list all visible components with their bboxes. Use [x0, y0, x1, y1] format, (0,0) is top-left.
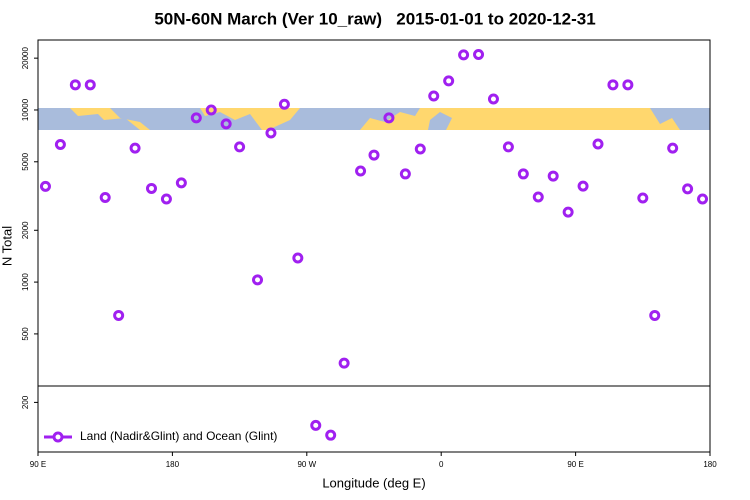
data-point [175, 177, 187, 189]
data-point [383, 112, 395, 124]
data-point [682, 183, 694, 195]
data-point [234, 141, 246, 153]
data-point [310, 419, 322, 431]
x-axis-label: Longitude (deg E) [322, 475, 425, 490]
map-strip [38, 108, 710, 130]
y-tick-label: 10000 [21, 98, 30, 121]
data-point [129, 142, 141, 154]
data-point [368, 149, 380, 161]
y-tick-label: 20000 [21, 46, 30, 69]
data-point [278, 98, 290, 110]
data-point [592, 138, 604, 150]
data-point [502, 141, 514, 153]
data-point [99, 192, 111, 204]
data-point [649, 309, 661, 321]
y-tick-label: 200 [21, 395, 30, 409]
data-point [190, 112, 202, 124]
data-point [414, 143, 426, 155]
data-point [458, 49, 470, 61]
data-point [487, 93, 499, 105]
data-point [205, 104, 217, 116]
data-point [697, 193, 709, 205]
data-point [562, 206, 574, 218]
plot-frame [37, 39, 711, 453]
data-point [292, 252, 304, 264]
data-point [265, 127, 277, 139]
chart-title: 50N-60N March (Ver 10_raw) 2015-01-01 to… [154, 9, 595, 28]
y-tick-label: 500 [21, 327, 30, 341]
y-axis-label: N Total [0, 226, 14, 266]
data-point [39, 180, 51, 192]
data-point [547, 170, 559, 182]
data-point [84, 79, 96, 91]
x-tick-label: 90 E [567, 460, 583, 469]
data-point [443, 75, 455, 87]
y-tick-label: 2000 [21, 221, 30, 239]
data-point [622, 79, 634, 91]
x-tick-label: 180 [703, 460, 717, 469]
data-point [113, 309, 125, 321]
data-point [220, 118, 232, 130]
data-point [637, 192, 649, 204]
x-tick-label: 90 E [30, 460, 46, 469]
data-point [160, 193, 172, 205]
map-ocean [110, 108, 262, 130]
data-point [577, 180, 589, 192]
data-point [252, 274, 264, 286]
data-point [428, 90, 440, 102]
data-point [532, 191, 544, 203]
data-point [667, 142, 679, 154]
data-point [338, 357, 350, 369]
data-point [399, 168, 411, 180]
data-point [145, 182, 157, 194]
x-tick-label: 90 W [297, 460, 316, 469]
x-tick-label: 180 [166, 460, 180, 469]
legend-label: Land (Nadir&Glint) and Ocean (Glint) [80, 429, 277, 443]
y-tick-label: 5000 [21, 152, 30, 170]
map-ocean [428, 112, 452, 130]
legend-marker [52, 431, 64, 443]
map-ocean [268, 108, 420, 130]
data-point [325, 429, 337, 441]
data-point [517, 168, 529, 180]
data-point [54, 139, 66, 151]
map-ocean [650, 108, 710, 130]
map-ocean [38, 108, 140, 130]
y-tick-label: 1000 [21, 273, 30, 291]
data-point [473, 49, 485, 61]
data-point [69, 79, 81, 91]
x-tick-label: 0 [439, 460, 444, 469]
data-point [355, 165, 367, 177]
data-point [607, 79, 619, 91]
